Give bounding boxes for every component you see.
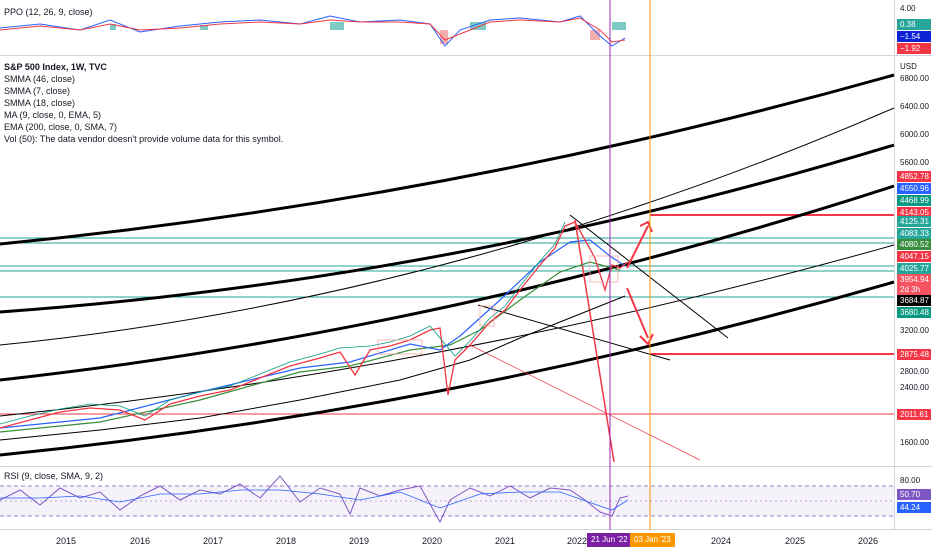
projection-arrows[interactable] [626, 220, 654, 346]
price-tick: 5600.00 [900, 158, 929, 167]
date-marker-03jan23[interactable]: 03 Jan '23 [630, 533, 675, 547]
price-tick: 3200.00 [900, 326, 929, 335]
price-tag: 3684.87 [897, 295, 931, 306]
year-label: 2015 [56, 536, 77, 546]
price-tick: 2400.00 [900, 383, 929, 392]
legend-ma-9[interactable]: MA (9, close, 0, EMA, 5) [4, 110, 102, 120]
rsi-ma-value: 44.24 [897, 502, 931, 513]
price-candles-up [0, 221, 566, 425]
ppo-indicator-label[interactable]: PPO (12, 26, 9, close) [4, 7, 93, 17]
price-tag: 4468.99 [897, 195, 931, 206]
smma-18-line [0, 239, 626, 429]
legend-ema-200[interactable]: EMA (200, close, 0, SMA, 7) [4, 122, 118, 132]
price-tick: 6400.00 [900, 102, 929, 111]
price-tag: 2875.48 [897, 349, 931, 360]
price-tick: 1600.00 [900, 438, 929, 447]
price-tag: 3680.48 [897, 307, 931, 318]
year-label: 2018 [276, 536, 297, 546]
ppo-line-value: −1.54 [897, 31, 931, 42]
indicator-legend[interactable]: S&P 500 Index, 1W, TVC SMMA (46, close) … [4, 61, 283, 145]
price-tag: 4080.52 [897, 239, 931, 250]
rsi-line [0, 475, 629, 524]
ema-200-line [0, 295, 626, 441]
rsi-indicator-label[interactable]: RSI (9, close, SMA, 9, 2) [4, 471, 104, 481]
price-tag: 4852.78 [897, 171, 931, 182]
price-tag: 4550.96 [897, 183, 931, 194]
price-tick: 6000.00 [900, 130, 929, 139]
price-tag: 4125.31 [897, 216, 931, 227]
year-label: 2022 [567, 536, 588, 546]
price-tag: 2011.61 [897, 409, 931, 420]
date-marker-21jun22[interactable]: 21 Jun '22 [587, 533, 632, 547]
price-tag: 4047.15 [897, 251, 931, 262]
year-label: 2021 [495, 536, 516, 546]
price-tick: 6800.00 [900, 74, 929, 83]
trendline-red-diagonal[interactable] [469, 344, 701, 461]
year-label: 2019 [349, 536, 370, 546]
year-label: 2026 [858, 536, 879, 546]
ppo-histogram [110, 22, 626, 44]
rsi-value: 50.70 [897, 489, 931, 500]
ppo-histogram-value: 0.38 [897, 19, 931, 30]
legend-smma-18[interactable]: SMMA (18, close) [4, 98, 76, 108]
price-tag: 4143.05 [897, 207, 931, 218]
rsi-ma-line [0, 489, 629, 511]
price-tag: 4025.77 [897, 263, 931, 274]
trendline-down[interactable] [569, 214, 729, 339]
year-label: 2017 [203, 536, 224, 546]
rectangle-patterns[interactable] [377, 255, 619, 355]
legend-volume[interactable]: Vol (50): The data vendor doesn't provid… [4, 134, 284, 144]
trendline-support[interactable] [477, 304, 671, 361]
price-tick: 2800.00 [900, 367, 929, 376]
trendline-red-drop[interactable] [574, 219, 615, 463]
currency-label: USD [900, 62, 917, 71]
ppo-axis-tick: 4.00 [900, 4, 916, 13]
year-label: 2020 [422, 536, 443, 546]
year-label: 2016 [130, 536, 151, 546]
ppo-line [0, 15, 626, 47]
ppo-signal-value: −1.92 [897, 43, 931, 54]
ppo-signal-line [0, 17, 626, 43]
year-label: 2025 [785, 536, 806, 546]
price-candles [0, 221, 629, 429]
year-label: 2024 [711, 536, 732, 546]
price-tag: 4083.33 [897, 228, 931, 239]
symbol-title[interactable]: S&P 500 Index, 1W, TVC [4, 62, 107, 72]
price-countdown: 2d 3h [897, 284, 931, 295]
legend-smma-46[interactable]: SMMA (46, close) [4, 74, 76, 84]
legend-smma-7[interactable]: SMMA (7, close) [4, 86, 71, 96]
price-tag: 3954.94 [897, 274, 931, 285]
rsi-axis-tick: 80.00 [900, 476, 921, 485]
